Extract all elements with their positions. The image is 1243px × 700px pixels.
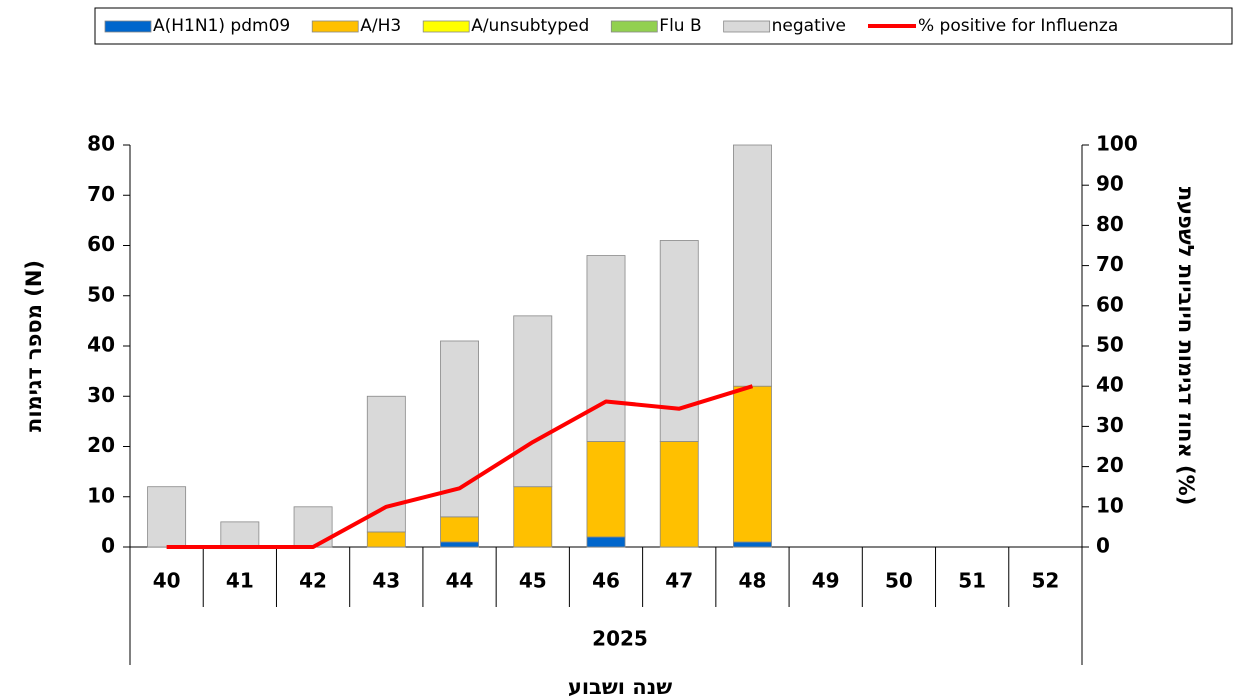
bar-segment: [586, 255, 626, 442]
y2-axis-title: אחוז דגימות חיוביות לשפעת (%): [1174, 187, 1198, 506]
y-tick-label: 80: [87, 132, 115, 156]
y2-tick-label: 10: [1096, 493, 1124, 517]
legend-swatch: [104, 20, 152, 33]
x-tick-label: 41: [226, 569, 254, 593]
x-tick-label: 49: [812, 569, 840, 593]
y-axis-title: מספר דגימות (N): [22, 260, 46, 432]
bar-segment: [147, 486, 187, 548]
x-tick-label: 45: [519, 569, 547, 593]
y2-tick-label: 20: [1096, 453, 1124, 477]
x-axis-title: שנה ושבוע: [568, 675, 672, 699]
y-tick-label: 30: [87, 383, 115, 407]
y2-tick-label: 100: [1096, 132, 1138, 156]
bar-segment: [733, 541, 772, 548]
legend-swatch: [422, 20, 470, 33]
y2-tick-label: 40: [1096, 373, 1124, 397]
bar-segment: [659, 441, 699, 548]
y-tick-label: 50: [87, 282, 115, 306]
legend-swatch: [311, 20, 359, 33]
bar-segment: [366, 395, 406, 533]
x-tick-label: 40: [153, 569, 181, 593]
bar-segment: [366, 531, 406, 548]
bar-segment: [733, 144, 772, 387]
legend-swatch: [610, 20, 658, 33]
legend-label: Flu B: [659, 16, 701, 36]
y-tick-label: 0: [101, 534, 115, 558]
x-tick-label: 42: [299, 569, 327, 593]
y-tick-label: 10: [87, 483, 115, 507]
legend-label: A(H1N1) pdm09: [153, 16, 290, 36]
bar-segment: [586, 441, 626, 538]
legend-label: % positive for Influenza: [918, 16, 1118, 36]
y2-tick-label: 90: [1096, 172, 1124, 196]
line-series: [166, 384, 754, 549]
legend-label: A/H3: [360, 16, 401, 36]
y2-tick-label: 30: [1096, 413, 1124, 437]
bar-segment: [440, 541, 479, 548]
year-label: 2025: [592, 627, 648, 651]
y2-tick-label: 50: [1096, 333, 1124, 357]
x-tick-label: 47: [665, 569, 693, 593]
bar-segment: [513, 486, 553, 548]
legend-swatch: [723, 20, 771, 33]
x-tick-label: 43: [372, 569, 400, 593]
y-tick-label: 70: [87, 182, 115, 206]
y2-tick-label: 0: [1096, 534, 1110, 558]
legend-label: A/unsubtyped: [471, 16, 589, 36]
legend-label: negative: [772, 16, 846, 36]
bar-segment: [220, 521, 260, 548]
x-tick-label: 50: [885, 569, 913, 593]
bar-segment: [586, 536, 626, 548]
y-tick-label: 60: [87, 232, 115, 256]
y2-tick-label: 70: [1096, 252, 1124, 276]
x-tick-label: 51: [958, 569, 986, 593]
x-tick-label: 44: [446, 569, 474, 593]
x-tick-label: 48: [739, 569, 767, 593]
x-tick-label: 46: [592, 569, 620, 593]
y2-tick-label: 80: [1096, 212, 1124, 236]
x-tick-label: 52: [1031, 569, 1059, 593]
bar-segment: [440, 516, 479, 543]
y-tick-label: 40: [87, 333, 115, 357]
bar-segment: [513, 315, 553, 488]
y2-tick-label: 60: [1096, 292, 1124, 316]
bar-segment: [659, 240, 699, 442]
y-tick-label: 20: [87, 433, 115, 457]
legend-box: [94, 7, 1233, 45]
bar-segment: [733, 385, 772, 543]
